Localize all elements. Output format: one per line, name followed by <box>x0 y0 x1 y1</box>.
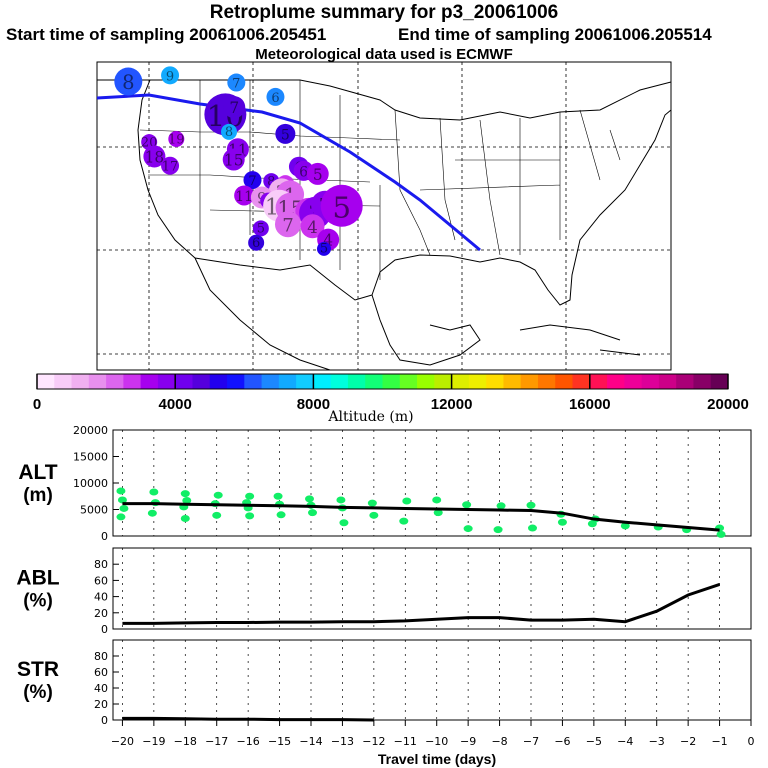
map-point-label: 8 <box>267 174 275 189</box>
map-point-marker <box>266 87 285 106</box>
map-point-label: 7 <box>282 215 294 236</box>
map-point-label: 19 <box>168 132 185 147</box>
map-point-marker <box>275 123 296 144</box>
map-point-marker <box>248 234 265 251</box>
map-point-label: 6 <box>252 236 260 251</box>
map-point-label: 5 <box>281 127 290 143</box>
map-point-marker <box>143 145 166 168</box>
pacific-coastline <box>137 79 196 259</box>
map-point-label: 11 <box>235 189 253 205</box>
map-point-marker <box>306 162 329 185</box>
gulf-atlantic-coastline <box>371 109 672 306</box>
map-point-marker <box>168 131 185 147</box>
map-point-label: 8 <box>122 71 134 94</box>
map-point-label: 6 <box>271 91 279 106</box>
map-point-label: 5 <box>320 242 328 257</box>
map-point-label: 7 <box>232 76 240 91</box>
country-outlines <box>97 79 672 371</box>
map-point-label: 4 <box>307 217 318 237</box>
map-point-marker <box>223 96 246 119</box>
map-point-marker <box>161 156 180 175</box>
map-point-label: 6 <box>299 164 308 180</box>
map-point-marker <box>227 73 246 92</box>
caribbean-islands <box>519 324 641 356</box>
meteorology-label: Meteorological data used is ECMWF <box>255 46 513 63</box>
map-point-label: 4 <box>323 232 333 250</box>
map-point-label: 5 <box>332 190 351 224</box>
map-point-marker <box>320 184 363 227</box>
map-point-label: 7 <box>229 99 239 117</box>
chart-title: Retroplume summary for p3_20061006 <box>209 2 559 23</box>
map-point-marker <box>161 66 180 85</box>
canada-border <box>97 79 672 121</box>
map-point-label: 8 <box>225 125 233 140</box>
map-frame <box>96 61 672 371</box>
mexico-border <box>194 257 373 301</box>
map-point-marker <box>234 185 255 206</box>
mexico-coastline <box>194 257 481 371</box>
map-point-marker <box>252 220 269 237</box>
map-point-label: 18 <box>145 149 165 167</box>
trajectory-line <box>96 93 481 252</box>
map-point-label: 17 <box>162 160 179 175</box>
map-point-marker <box>222 148 245 171</box>
map-point-label: 7 <box>248 174 256 189</box>
map-point-label: 5 <box>313 166 323 184</box>
map-point-marker <box>221 123 238 140</box>
map-point-label: 5 <box>257 222 265 237</box>
map-point-marker <box>243 171 262 190</box>
start-time-label: Start time of sampling 20061006.205451 <box>6 25 327 44</box>
map-point-label: 15 <box>224 152 244 170</box>
map-point-marker <box>274 211 301 238</box>
map-point-marker <box>316 241 331 256</box>
end-time-label: End time of sampling 20061006.205514 <box>398 25 712 44</box>
map-point-marker <box>300 214 325 239</box>
map-points: 9876107852019111518176657832111941215237… <box>114 66 363 257</box>
map-point-marker <box>114 67 143 96</box>
map-point-label: 9 <box>166 69 174 84</box>
